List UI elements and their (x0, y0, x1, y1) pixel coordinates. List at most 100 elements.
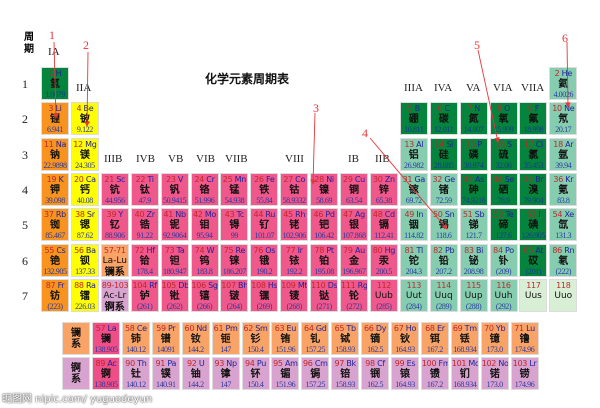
element-cell-uuo[interactable]: 118 Uuo (549, 278, 578, 312)
element-cell-ir[interactable]: 77 Ir 铱 192.2 (280, 243, 309, 277)
element-cell-eu[interactable]: 63 Eu 铕 151.96 (271, 322, 300, 355)
element-cell-ac[interactable]: 89 Ac 锕 138.905 (92, 357, 120, 390)
element-cell-uus[interactable]: 117 Uus (519, 278, 548, 312)
element-cell-mn[interactable]: 25 Mn 锰 54.938 (220, 172, 249, 206)
element-cell-co[interactable]: 27 Co 钴 58.9332 (280, 172, 309, 206)
element-cell-db[interactable]: 105 Db 𬭊 (262) (160, 278, 189, 312)
element-cell-ag[interactable]: 47 Ag 银 107.868 (340, 208, 368, 242)
element-cell-sr[interactable]: 38 Sr 锶 87.62 (70, 208, 99, 242)
element-cell-rb[interactable]: 37 Rb 铷 85.467 (41, 208, 69, 242)
element-cell-zn[interactable]: 30 Zn 锌 65.38 (369, 172, 398, 206)
element-cell-po[interactable]: 84 Po 钋 (209) (489, 243, 518, 277)
element-cell-pu[interactable]: 94 Pu 钚 150.4 (241, 357, 270, 390)
element-cell-al[interactable]: 13 Al 铝 26.982 (399, 137, 428, 171)
element-cell-np[interactable]: 93 Np 镎 147 (211, 357, 240, 390)
element-cell-lr[interactable]: 103 Lr 铹 174.96 (510, 357, 539, 390)
element-cell-th[interactable]: 90 Th 钍 140.12 (121, 357, 150, 390)
element-cell-ho[interactable]: 67 Ho 钬 164.93 (391, 322, 419, 355)
element-cell-fe[interactable]: 26 Fe 铁 55.84 (250, 172, 279, 206)
element-cell-sg[interactable]: 106 Sg 𬭳 (266) (190, 278, 219, 312)
element-cell-w[interactable]: 74 W 钨 183.8 (190, 243, 219, 277)
element-cell-s[interactable]: 16 S 硫 32.06 (489, 137, 518, 171)
element-cell-er[interactable]: 68 Er 铒 167.2 (420, 322, 449, 355)
element-cell-he[interactable]: 2 He 氦 4.0026 (549, 67, 578, 100)
element-cell-cm[interactable]: 96 Cm 锔 157.25 (301, 357, 330, 390)
element-cell-cu[interactable]: 29 Cu 铜 63.54 (340, 172, 368, 206)
element-cell-es[interactable]: 99 Es 锿 164.93 (391, 357, 419, 390)
element-cell-yb[interactable]: 70 Yb 镱 173.0 (480, 322, 509, 355)
element-cell-ti[interactable]: 22 Ti 钛 47.9 (130, 172, 159, 206)
element-cell-ta[interactable]: 73 Ta 钽 180.947 (160, 243, 189, 277)
element-cell-pm[interactable]: 61 Pm 钷 147 (211, 322, 240, 355)
element-cell-pd[interactable]: 46 Pd 钯 106.42 (310, 208, 339, 242)
element-cell-rg[interactable]: 111 Rg 𬬭 (272) (340, 278, 368, 312)
element-cell-c[interactable]: 6 C 碳 12.011 (429, 102, 458, 136)
element-cell-pt[interactable]: 78 Pt 铂 195.08 (310, 243, 339, 277)
element-cell-la-lu[interactable]: 57-71 La-Lu 镧系 (100, 243, 129, 277)
element-cell-sb[interactable]: 51 Sb 锑 121.7 (459, 208, 488, 242)
element-cell-hg[interactable]: 80 Hg 汞 200.5 (369, 243, 398, 277)
element-cell-tb[interactable]: 65 Tb 铽 158.93 (331, 322, 360, 355)
element-cell-rh[interactable]: 45 Rh 铑 102.906 (280, 208, 309, 242)
element-cell-f[interactable]: 9 F 氟 18.998 (519, 102, 548, 136)
element-cell-re[interactable]: 75 Re 铼 186.207 (220, 243, 249, 277)
element-cell-b[interactable]: 5 B 硼 10.811 (399, 102, 428, 136)
element-cell-pa[interactable]: 91 Pa 镤 140.91 (151, 357, 180, 390)
element-cell-cd[interactable]: 48 Cd 镉 112.41 (369, 208, 398, 242)
element-cell-la[interactable]: 57 La 镧 138.905 (92, 322, 120, 355)
element-cell-ne[interactable]: 10 Ne 氖 20.17 (549, 102, 578, 136)
element-cell-y[interactable]: 39 Y 钇 88.906 (100, 208, 129, 242)
element-cell-bi[interactable]: 83 Bi 铋 208.98 (459, 243, 488, 277)
element-cell-ca[interactable]: 20 Ca 钙 40.08 (70, 172, 99, 206)
element-cell-rn[interactable]: 86 Rn 氡 (222) (549, 243, 578, 277)
element-cell-sc[interactable]: 21 Sc 钪 44.956 (100, 172, 129, 206)
element-cell-uut[interactable]: 113 Uut (284) (399, 278, 428, 312)
element-cell-uuh[interactable]: 116 Uuh (292) (489, 278, 518, 312)
element-cell-au[interactable]: 79 Au 金 196.967 (340, 243, 368, 277)
element-cell-ac-lr[interactable]: 89-103 Ac-Lr 锕系 (100, 278, 129, 312)
element-cell-p[interactable]: 15 P 磷 30.974 (459, 137, 488, 171)
element-cell-u[interactable]: 92 U 铀 144.2 (181, 357, 210, 390)
element-cell-cs[interactable]: 55 Cs 铯 132.905 (41, 243, 69, 277)
element-cell-mt[interactable]: 109 Mt 鿏 (268) (280, 278, 309, 312)
element-cell-ds[interactable]: 110 Ds 𫟼 (271) (310, 278, 339, 312)
element-cell-nb[interactable]: 41 Nb 铌 92.9064 (160, 208, 189, 242)
element-cell-i[interactable]: 53 I 碘 126.905 (519, 208, 548, 242)
element-cell-in[interactable]: 49 In 铟 114.82 (399, 208, 428, 242)
element-cell-cf[interactable]: 98 Cf 锎 162.5 (361, 357, 390, 390)
element-cell-o[interactable]: 8 O 氧 15.999 (489, 102, 518, 136)
element-cell-cl[interactable]: 17 Cl 氯 35.453 (519, 137, 548, 171)
element-cell-lu[interactable]: 71 Lu 镥 174.96 (510, 322, 539, 355)
element-cell-uup[interactable]: 115 Uup (288) (459, 278, 488, 312)
element-cell-be[interactable]: 4 Be 铍 9.122 (70, 102, 99, 136)
element-cell-hs[interactable]: 108 Hs 𬭶 (269) (250, 278, 279, 312)
element-cell-k[interactable]: 19 K 钾 39.098 (41, 172, 69, 206)
element-cell-am[interactable]: 95 Am 镅 151.96 (271, 357, 300, 390)
element-cell-fr[interactable]: 87 Fr 钫 (223) (41, 278, 69, 312)
element-cell-no[interactable]: 102 No 锘 173.0 (480, 357, 509, 390)
element-cell-os[interactable]: 76 Os 锇 190.2 (250, 243, 279, 277)
element-cell-ce[interactable]: 58 Ce 铈 140.12 (121, 322, 150, 355)
element-cell-ge[interactable]: 32 Ge 锗 72.59 (429, 172, 458, 206)
element-cell-tm[interactable]: 69 Tm 铥 168.934 (450, 322, 479, 355)
element-cell-gd[interactable]: 64 Gd 钆 157.25 (301, 322, 330, 355)
element-cell-ni[interactable]: 28 Ni 镍 58.69 (310, 172, 339, 206)
element-cell-tl[interactable]: 81 Tl 铊 204.3 (399, 243, 428, 277)
element-cell-mo[interactable]: 42 Mo 钼 95.94 (190, 208, 219, 242)
element-cell-si[interactable]: 14 Si 硅 28.085 (429, 137, 458, 171)
element-cell-mg[interactable]: 12 Mg 镁 24.305 (70, 137, 99, 171)
element-cell-n[interactable]: 7 N 氮 14.007 (459, 102, 488, 136)
element-cell-md[interactable]: 101 Md 钔 168.934 (450, 357, 479, 390)
element-cell-ra[interactable]: 88 Ra 镭 226.03 (70, 278, 99, 312)
element-cell-pb[interactable]: 82 Pb 铅 207.2 (429, 243, 458, 277)
element-cell-na[interactable]: 11 Na 钠 22.9898 (41, 137, 69, 171)
element-cell-nd[interactable]: 60 Nd 钕 144.2 (181, 322, 210, 355)
element-cell-sm[interactable]: 62 Sm 钐 150.4 (241, 322, 270, 355)
element-cell-hf[interactable]: 72 Hf 铪 178.4 (130, 243, 159, 277)
element-cell-uuq[interactable]: 114 Uuq (289) (429, 278, 458, 312)
element-cell-at[interactable]: 85 At 砹 (201) (519, 243, 548, 277)
element-cell-ar[interactable]: 18 Ar 氩 39.94 (549, 137, 578, 171)
element-cell-bk[interactable]: 97 Bk 锫 158.93 (331, 357, 360, 390)
element-cell-tc[interactable]: 43 Tc 锝 99 (220, 208, 249, 242)
element-cell-se[interactable]: 34 Se 硒 78.9 (489, 172, 518, 206)
